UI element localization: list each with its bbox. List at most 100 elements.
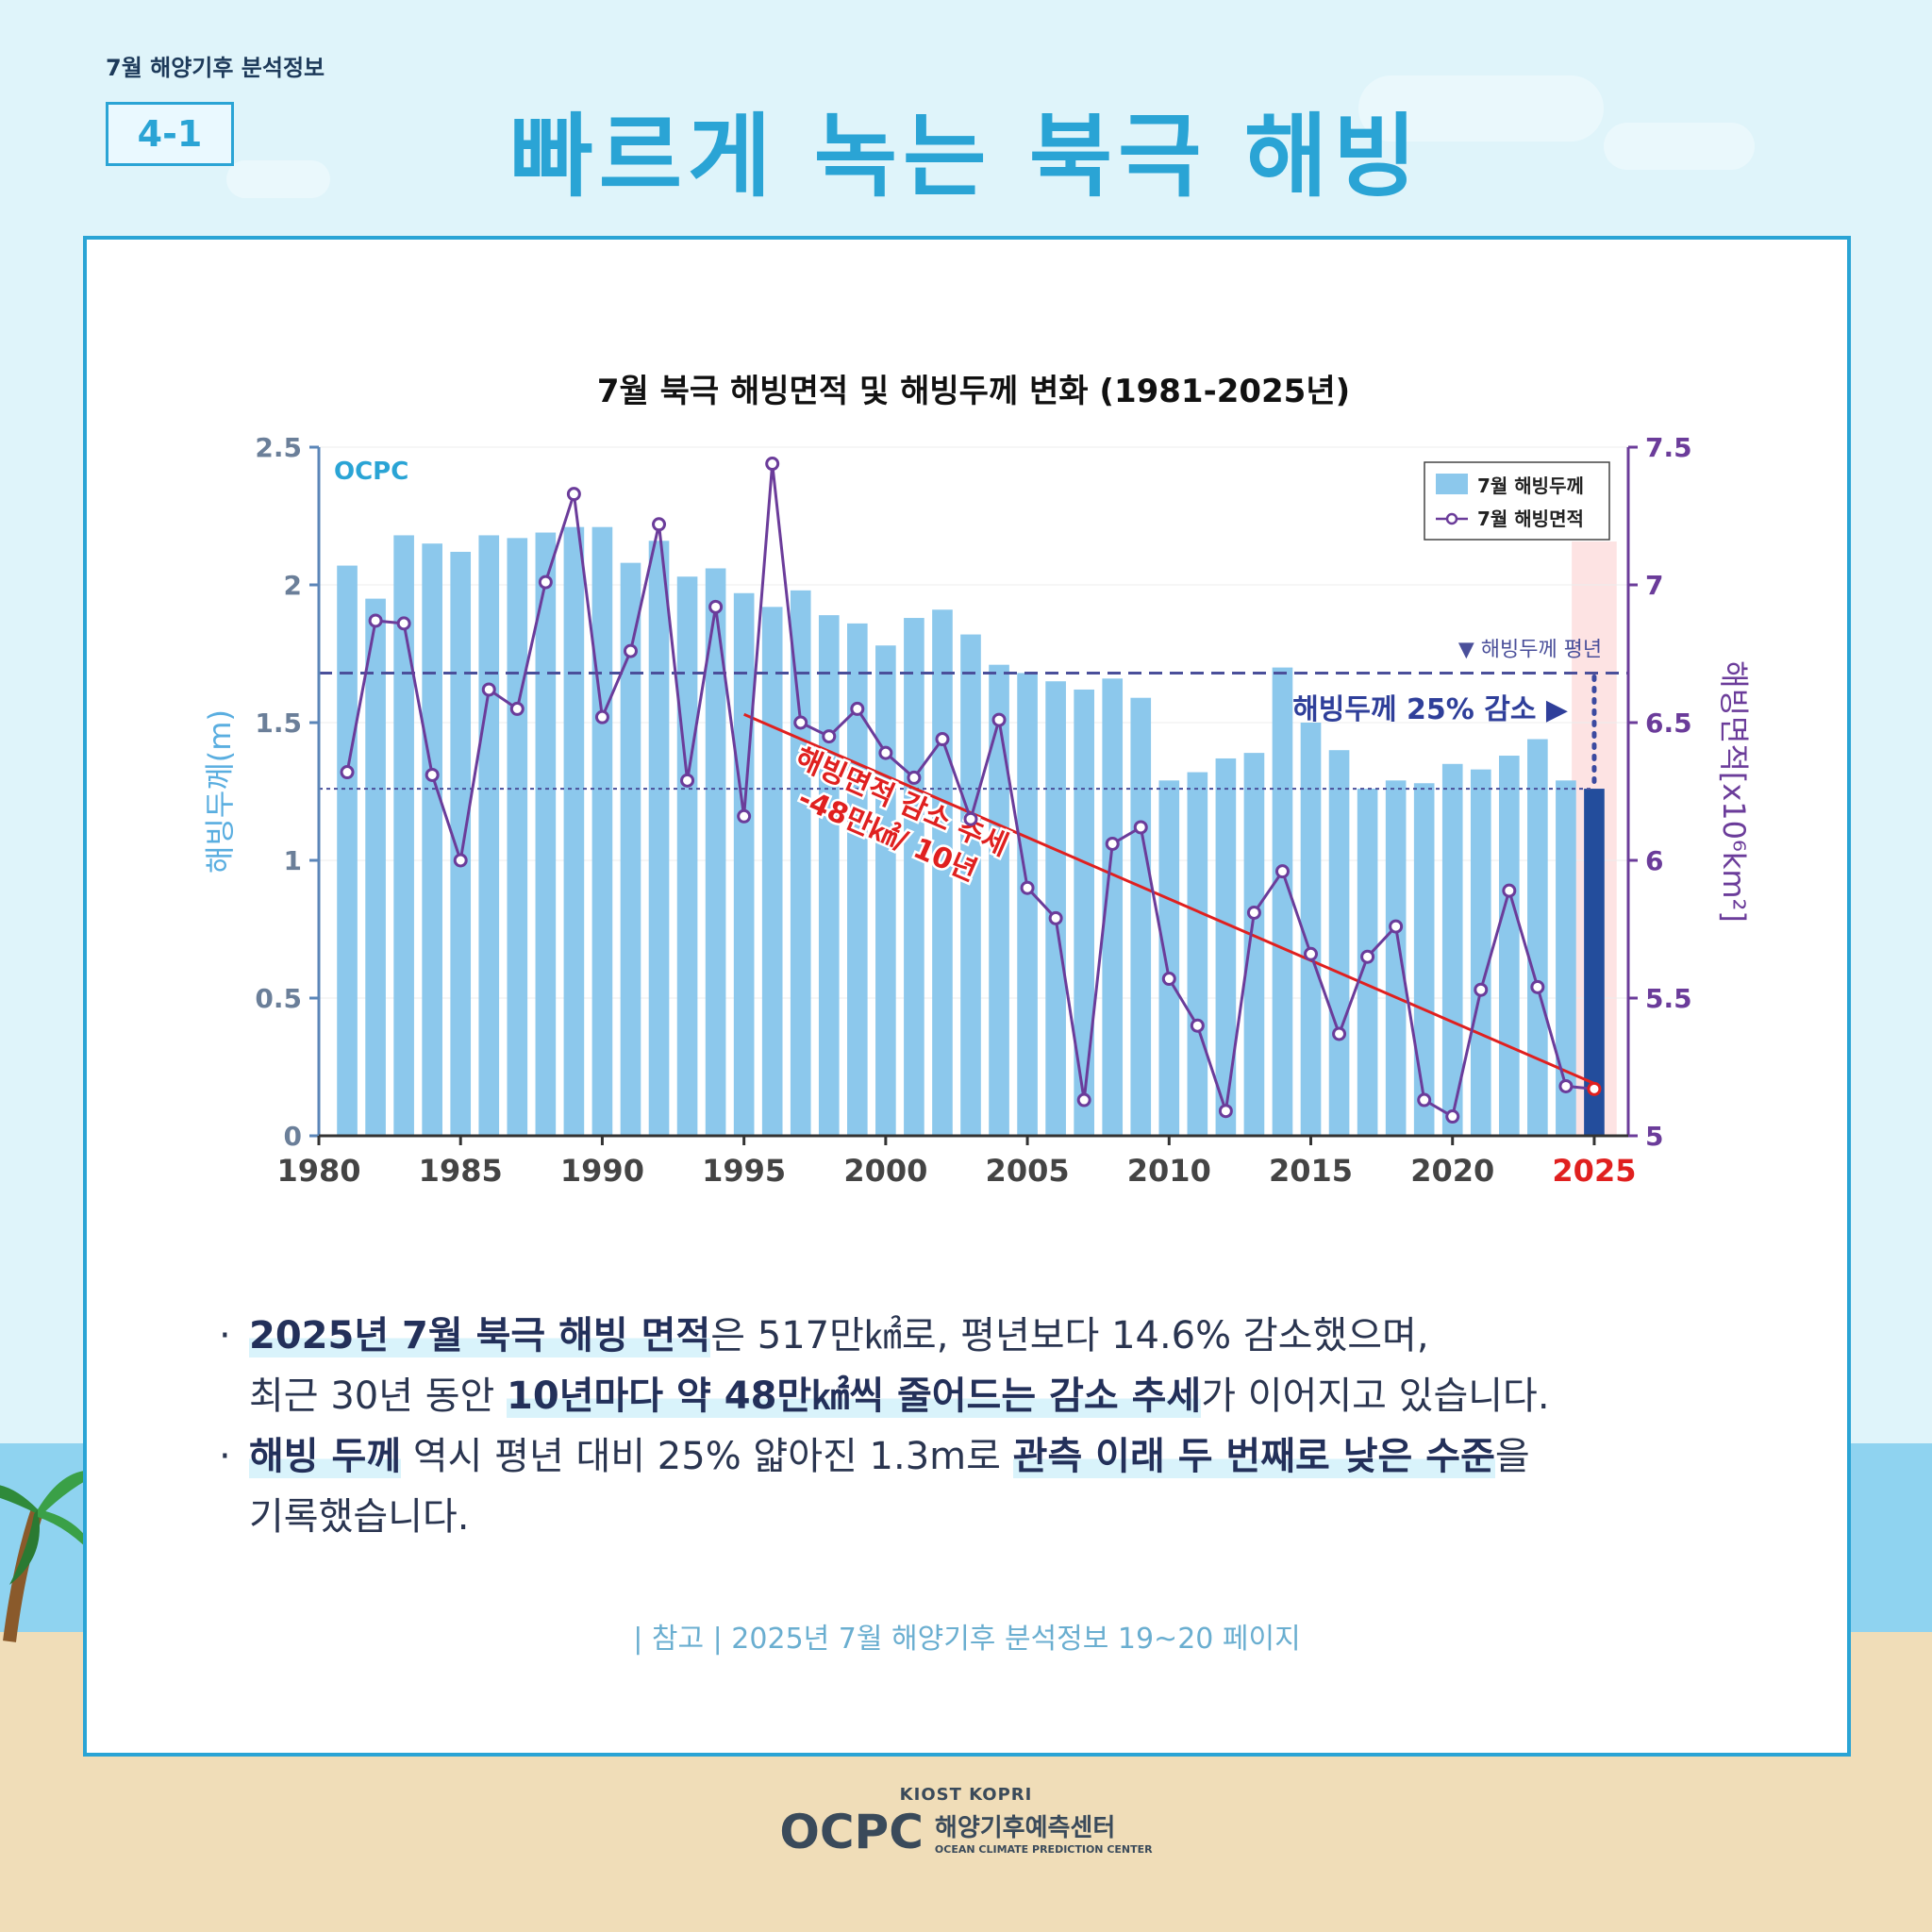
bar xyxy=(1017,673,1038,1136)
bullet-item: · 2025년 7월 북극 해빙 면적은 517만㎢로, 평년보다 14.6% … xyxy=(219,1306,1747,1426)
bar xyxy=(1385,780,1407,1136)
area-point xyxy=(509,701,525,716)
bar xyxy=(847,623,868,1136)
bar xyxy=(1527,739,1548,1136)
bar xyxy=(818,615,840,1136)
bar xyxy=(1556,780,1576,1136)
palm-tree-icon xyxy=(0,1470,104,1642)
bar xyxy=(1470,769,1491,1136)
area-point xyxy=(765,457,780,472)
area-point xyxy=(1332,1026,1347,1041)
bar xyxy=(1045,681,1066,1136)
summary-bullets: · 2025년 7월 북극 해빙 면적은 517만㎢로, 평년보다 14.6% … xyxy=(219,1306,1747,1547)
report-subtitle: 7월 해양기후 분석정보 xyxy=(106,55,325,81)
area-point xyxy=(1304,946,1319,961)
x-tick-label: 2010 xyxy=(1127,1153,1211,1189)
bar xyxy=(478,535,500,1136)
section-badge: 4-1 xyxy=(106,102,234,166)
bar xyxy=(960,634,981,1136)
bar xyxy=(1413,783,1435,1136)
area-point xyxy=(1190,1018,1205,1033)
highlight-text: 10년마다 약 48만㎢씩 줄어드는 감소 추세 xyxy=(507,1374,1202,1418)
bar xyxy=(904,618,924,1136)
area-point xyxy=(453,853,468,868)
bar xyxy=(733,592,755,1136)
ocpc-logo: OCPC xyxy=(779,1805,924,1859)
bar xyxy=(535,532,557,1136)
area-point xyxy=(1502,883,1517,898)
bar xyxy=(1243,753,1265,1136)
highlight-text: 해빙 두께 xyxy=(249,1435,402,1478)
x-tick-label: 2005 xyxy=(986,1153,1070,1189)
area-point xyxy=(935,732,950,747)
bar xyxy=(422,543,442,1136)
legend-line-label: 7월 해빙면적 xyxy=(1477,508,1584,530)
footer: KIOST KOPRI OCPC 해양기후예측센터 OCEAN CLIMATE … xyxy=(0,1785,1932,1859)
bar xyxy=(393,535,414,1136)
area-point xyxy=(1274,864,1290,879)
area-point xyxy=(1218,1104,1233,1119)
highlight-text: 2025년 7월 북극 해빙 면적 xyxy=(249,1314,711,1357)
bar xyxy=(1300,723,1322,1136)
area-point xyxy=(1246,905,1261,920)
area-point xyxy=(1161,972,1176,987)
bar xyxy=(1130,697,1152,1136)
area-point xyxy=(1445,1109,1460,1124)
y2-tick-label: 5 xyxy=(1645,1121,1663,1152)
y2-tick-label: 6 xyxy=(1645,845,1663,876)
bar xyxy=(1328,750,1350,1136)
area-point xyxy=(396,616,411,631)
bullet-dot: · xyxy=(219,1435,231,1478)
body-text: 기록했습니다. xyxy=(249,1495,470,1539)
bar xyxy=(648,541,670,1136)
bar xyxy=(1584,789,1605,1136)
body-text: 은 517만㎢로, 평년보다 14.6% 감소했으며, xyxy=(710,1314,1429,1357)
area-point xyxy=(1530,979,1545,994)
area-point xyxy=(822,729,837,744)
area-point xyxy=(481,682,496,697)
area-point xyxy=(1048,910,1063,925)
y2-tick-label: 7 xyxy=(1645,570,1663,601)
body-text: 역시 평년 대비 25% 얇아진 1.3m로 xyxy=(401,1435,1013,1478)
highlight-text: 관측 이래 두 번째로 낮은 수준 xyxy=(1012,1435,1495,1478)
area-point xyxy=(1389,919,1404,934)
chart: 7월 북극 해빙면적 및 해빙두께 변화 (1981-2025년) ▼ 해빙두께 … xyxy=(202,373,1752,1189)
bar xyxy=(563,526,585,1136)
bar xyxy=(591,526,613,1136)
area-point xyxy=(1076,1092,1091,1108)
bar xyxy=(1158,780,1180,1136)
bar xyxy=(365,598,386,1136)
area-point xyxy=(1360,949,1375,964)
y-tick-label: 2 xyxy=(284,570,302,601)
x-tick-label: 2025 xyxy=(1552,1153,1636,1189)
center-name-en: OCEAN CLIMATE PREDICTION CENTER xyxy=(934,1843,1153,1856)
center-name: 해양기후예측센터 OCEAN CLIMATE PREDICTION CENTER xyxy=(935,1808,1153,1856)
bar xyxy=(761,607,783,1136)
cloud xyxy=(1358,75,1604,142)
area-point xyxy=(1105,836,1120,851)
trend-line xyxy=(743,712,1595,1085)
x-tick-label: 2015 xyxy=(1269,1153,1353,1189)
area-point xyxy=(1020,880,1035,895)
bar xyxy=(676,576,698,1136)
bar xyxy=(337,565,358,1136)
area-point xyxy=(737,808,752,824)
y-tick-label: 2.5 xyxy=(255,432,302,463)
y2-tick-label: 6.5 xyxy=(1645,708,1692,739)
area-point xyxy=(878,745,893,760)
cloud xyxy=(1604,123,1755,170)
chart-title: 7월 북극 해빙면적 및 해빙두께 변화 (1981-2025년) xyxy=(597,373,1350,410)
y-tick-label: 0 xyxy=(284,1121,302,1152)
area-point xyxy=(963,811,978,826)
area-point xyxy=(566,487,581,502)
y-tick-label: 0.5 xyxy=(255,983,302,1014)
x-tick-label: 1985 xyxy=(419,1153,503,1189)
area-point xyxy=(1417,1092,1432,1108)
area-point xyxy=(538,575,553,590)
bar xyxy=(450,551,472,1136)
y-tick-label: 1.5 xyxy=(255,708,302,739)
content-card: 7월 북극 해빙면적 및 해빙두께 변화 (1981-2025년) ▼ 해빙두께 … xyxy=(83,236,1851,1757)
bar xyxy=(1272,667,1293,1136)
x-tick-label: 2000 xyxy=(843,1153,927,1189)
x-tick-label: 1995 xyxy=(702,1153,786,1189)
